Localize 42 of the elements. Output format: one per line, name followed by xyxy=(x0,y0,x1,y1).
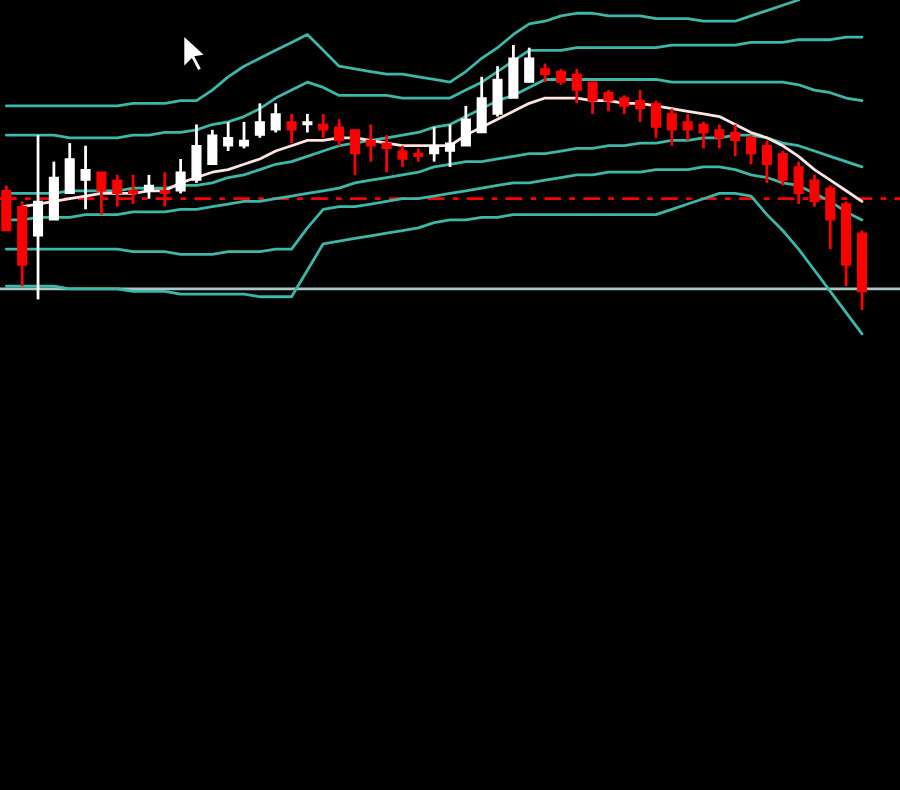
candlestick xyxy=(587,80,598,116)
candlestick xyxy=(175,157,186,195)
candlestick xyxy=(444,123,456,169)
candlestick xyxy=(429,125,440,164)
candlestick xyxy=(698,120,709,150)
candlestick xyxy=(714,123,725,150)
candlestick xyxy=(508,43,519,100)
candlestick xyxy=(397,144,408,169)
candlestick xyxy=(666,107,677,148)
candlestick xyxy=(349,128,360,177)
candlestick xyxy=(476,75,487,134)
candlestick xyxy=(270,101,281,134)
candlestick xyxy=(207,128,218,166)
candlestick xyxy=(143,173,154,201)
candlestick xyxy=(223,120,234,153)
candlestick xyxy=(381,133,392,174)
candlestick xyxy=(191,123,202,185)
candlestick xyxy=(682,112,693,142)
candlestick xyxy=(635,88,646,124)
candlestick xyxy=(318,112,329,140)
candlestick xyxy=(730,123,741,158)
candlestick xyxy=(746,133,757,166)
candlestick xyxy=(571,67,582,105)
candlestick xyxy=(302,112,313,134)
candlestick xyxy=(761,139,772,185)
candlestick xyxy=(64,141,75,195)
candlestick xyxy=(48,160,59,222)
candlestick xyxy=(619,93,630,116)
candlestick xyxy=(650,99,662,140)
candlestick xyxy=(365,123,376,164)
candlestick xyxy=(334,117,345,148)
candlestick xyxy=(492,64,503,118)
candlestick xyxy=(524,46,535,84)
candlestick xyxy=(540,62,551,84)
candlestick xyxy=(460,104,471,148)
candlestick xyxy=(254,101,265,140)
candlestick xyxy=(286,112,297,145)
candlestick xyxy=(80,144,91,211)
candlestick xyxy=(777,149,788,187)
candlestick xyxy=(238,120,250,150)
candlestick xyxy=(32,133,44,301)
candlestick xyxy=(603,88,614,113)
